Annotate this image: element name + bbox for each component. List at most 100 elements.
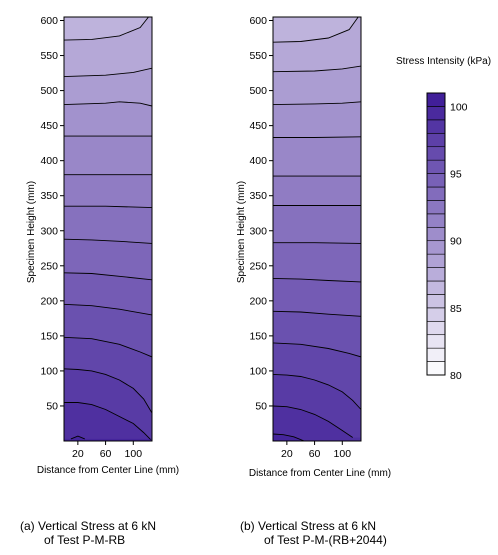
colorbar-tick-label: 80 [450,370,462,382]
colorbar-tick-label: 85 [450,303,462,315]
colorbar-swatch [426,173,446,188]
panel-b-caption-line-2: of Test P-M-(RB+2044) [264,533,387,547]
colorbar-swatch [426,146,446,161]
y-tick-label: 350 [249,190,267,202]
stress-band [273,406,361,441]
colorbar-swatch [426,361,446,376]
y-tick-label: 50 [46,400,58,412]
colorbar-swatch [426,106,446,121]
y-tick-label: 50 [255,400,267,412]
panel-b-y-axis-label: Specimen Height (mm) [236,181,247,283]
colorbar-tick-label: 100 [450,101,468,113]
colorbar-swatch [426,92,446,107]
contour-line [273,101,361,106]
colorbar: 80 85 90 95 100 [426,92,468,382]
stress-band [64,436,152,441]
contour-line [64,238,152,244]
colorbar-swatch [426,280,446,295]
panel-a-stress-bands [64,17,152,441]
colorbar-swatch [426,226,446,242]
panel-a-contour-lines [64,17,152,440]
contour-line [64,368,152,414]
panel-b-contour-plot: 50 100 150 200 250 300 350 400 450 500 550 600 20 60… [236,15,391,479]
colorbar-swatch [426,132,446,148]
y-tick-label: 100 [40,365,58,377]
y-tick-label: 400 [40,155,58,167]
y-tick-label: 150 [249,330,267,342]
contour-line [64,272,152,281]
panel-a-caption-line-2: of Test P-M-RB [44,533,126,547]
y-tick-label: 550 [249,50,267,62]
contour-line [273,310,361,317]
panel-a-y-axis: 50 100 150 200 250 300 350 400 450 500 550 600 [40,15,64,412]
contour-line [64,101,152,107]
contour-line [273,277,361,283]
y-tick-label: 350 [40,190,58,202]
stress-band [64,402,152,441]
colorbar-swatch [426,240,446,255]
y-tick-label: 450 [249,120,267,132]
contour-line [273,433,305,441]
colorbar-swatch [426,119,446,134]
panel-a-x-axis: 20 60 100 [72,441,142,460]
colorbar-swatch [426,267,446,282]
contour-line [273,17,359,43]
contour-line [273,405,353,438]
contour-line [273,136,361,138]
contour-line [273,65,361,73]
panel-a-y-axis-label: Specimen Height (mm) [26,181,37,283]
y-tick-label: 300 [249,225,267,237]
contour-line [64,336,152,358]
y-tick-label: 500 [40,85,58,97]
colorbar-swatch [426,334,446,349]
colorbar-frame [426,92,446,376]
y-tick-label: 550 [40,50,58,62]
y-tick-label: 600 [40,15,58,27]
contour-line [70,435,85,440]
panel-b-x-axis: 20 60 100 [281,441,351,460]
y-tick-label: 150 [40,330,58,342]
colorbar-swatch [426,213,446,228]
y-tick-label: 250 [249,260,267,272]
y-tick-label: 100 [249,365,267,377]
contour-line [64,402,151,440]
y-tick-label: 200 [40,295,58,307]
x-tick-label: 60 [309,448,321,460]
colorbar-swatch [426,294,446,309]
contour-line [273,242,361,244]
colorbar-swatch [426,347,446,362]
panel-a-contour-plot: 50 100 150 200 250 300 350 400 450 500 550 600 20 60… [26,15,179,476]
panel-b-caption-line-1: (b) Vertical Stress at 6 kN [240,519,377,533]
colorbar-tick-label: 95 [450,169,462,181]
y-tick-label: 300 [40,225,58,237]
colorbar-swatch [426,159,446,174]
y-tick-label: 200 [249,295,267,307]
stress-band [273,434,361,441]
contour-line [273,373,361,410]
x-tick-label: 100 [334,448,352,460]
contour-line [64,17,149,41]
panel-b-caption: (b) Vertical Stress at 6 kN of Test P-M-… [240,519,387,547]
contour-line [64,67,152,78]
x-tick-label: 20 [72,448,84,460]
panel-b-y-axis: 50 100 150 200 250 300 350 400 450 500 550 600 [249,15,273,412]
colorbar-swatch [426,253,446,268]
contour-line [64,303,152,316]
contour-line [64,205,152,209]
y-tick-label: 250 [40,260,58,272]
y-tick-label: 450 [40,120,58,132]
colorbar-tick-label: 90 [450,236,462,248]
y-tick-label: 500 [249,85,267,97]
x-tick-label: 60 [100,448,112,460]
panel-a-caption-line-1: (a) Vertical Stress at 6 kN [20,519,157,533]
panel-b-x-axis-label: Distance from Center Line (mm) [249,468,391,479]
panel-a-caption: (a) Vertical Stress at 6 kN of Test P-M-… [20,519,156,547]
x-tick-label: 20 [281,448,293,460]
colorbar-swatch [426,200,446,215]
panel-b-contour-lines [273,17,361,441]
panel-a-x-axis-label: Distance from Center Line (mm) [37,465,179,476]
colorbar-swatch [426,320,446,336]
x-tick-label: 100 [125,448,143,460]
colorbar-title: Stress Intensity (kPa) [396,56,491,67]
